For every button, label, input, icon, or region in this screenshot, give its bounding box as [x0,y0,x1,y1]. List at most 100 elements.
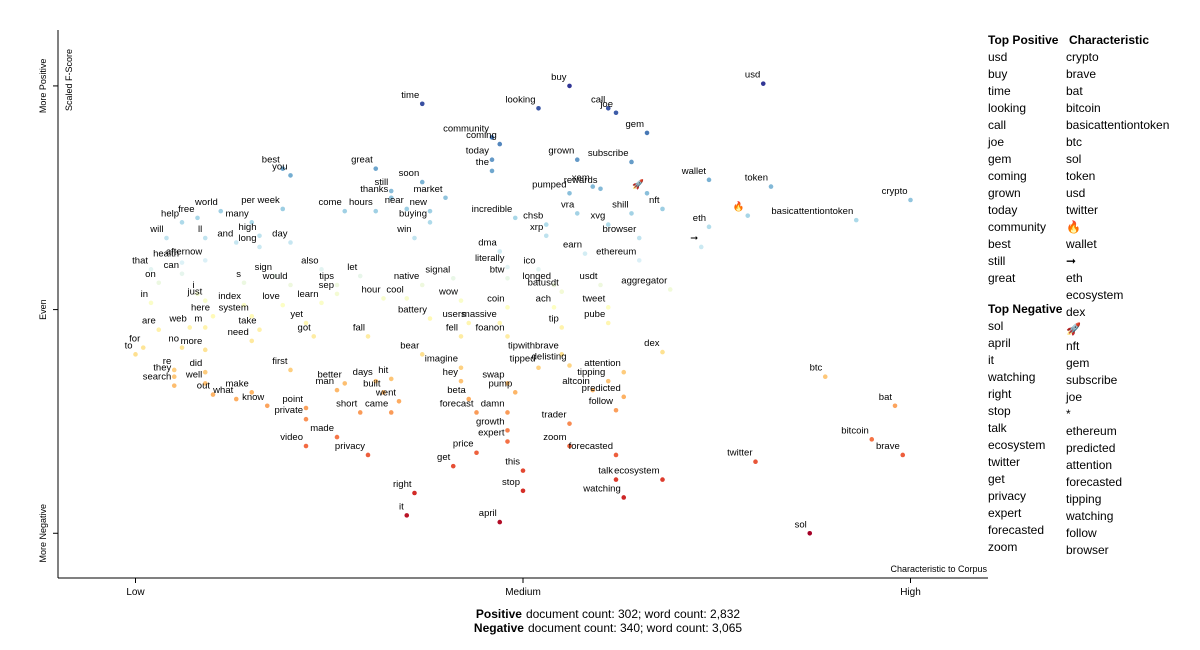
point-label: tip [549,313,559,324]
x-tick-label: Low [126,587,145,598]
point [202,298,208,303]
y-tick-label: More Negative [38,504,48,563]
point [171,367,177,373]
point [706,224,712,230]
term: expert [988,506,1022,520]
term: forecasted [1066,475,1122,489]
point [621,495,627,500]
point [621,369,627,375]
point [241,302,247,308]
point [613,452,619,458]
point-label: price [453,439,474,450]
point-label: joe [599,99,613,110]
point [156,280,162,286]
point-label: xem [572,173,590,184]
point-label: went [375,387,396,398]
point-label: free [178,204,194,215]
point-label: re [163,356,171,367]
point-label: delisting [532,352,567,363]
point-label: privacy [335,441,365,452]
term: gem [988,152,1011,166]
point-label: xrp [530,222,543,233]
point [249,338,255,344]
point-label: make [226,378,249,389]
point [133,352,138,357]
point-label: know [242,392,264,403]
point [257,327,262,333]
point [412,490,417,496]
point [497,519,503,525]
point-label: pumped [532,179,566,190]
point [303,443,309,449]
point [636,235,642,241]
point [582,251,588,256]
point-label: xvg [590,211,605,222]
point [605,222,611,227]
point-label: market [413,184,442,195]
term: usd [1066,186,1085,200]
point [908,197,913,203]
term: still [988,254,1005,268]
term: 🚀 [1066,322,1081,336]
point [512,215,518,221]
term: nft [1066,339,1080,353]
point-label: coin [487,293,504,304]
point-label: win [396,224,411,235]
point [559,352,565,357]
point-label: grown [548,146,574,157]
point-label: learn [297,289,318,300]
term: forecasted [988,523,1044,537]
point-label: token [745,173,768,184]
point-label: trader [542,410,567,421]
point-label: help [161,208,179,219]
point-label: days [353,367,373,378]
point [148,267,154,272]
point-label: video [280,432,303,443]
point-label: long [239,233,257,244]
term: subscribe [1066,373,1118,387]
point [466,320,472,326]
term: stop [988,404,1011,418]
footer-text: document count: 302; word count: 2,832 [526,607,740,621]
point-label: imagine [425,354,458,365]
point [404,206,410,212]
term: 🔥 [1066,220,1081,234]
point [218,208,224,214]
point-label: call [591,94,605,105]
point-label: great [351,155,373,166]
point [505,275,510,281]
point-label: system [219,302,249,313]
point [264,403,270,409]
point [202,235,208,241]
point [543,233,549,239]
point-label: are [142,316,156,327]
point-label: in [141,289,148,300]
point-label: time [401,90,419,101]
point-label: stop [502,477,520,488]
term: right [988,387,1012,401]
point [202,258,208,263]
term: ethereum [1066,424,1117,438]
point-label: dma [478,237,497,248]
point [613,407,619,413]
point-label: fall [353,322,365,333]
point-label: did [190,358,203,369]
point [171,374,177,379]
term: token [1066,169,1095,183]
point-label: index [218,291,241,302]
point [419,282,425,288]
point [458,378,464,384]
footer-line: Positive document count: 302; word count:… [476,607,741,621]
point [249,220,255,225]
point-label: altcoin [562,376,589,387]
point-label: to [125,340,133,351]
point [288,240,293,245]
point-label: pump [488,378,512,389]
point-label: also [301,255,318,266]
point-label: bear [400,340,419,351]
point-label: out [197,381,211,392]
point [474,450,479,456]
term: crypto [1066,50,1099,64]
point [567,83,572,89]
